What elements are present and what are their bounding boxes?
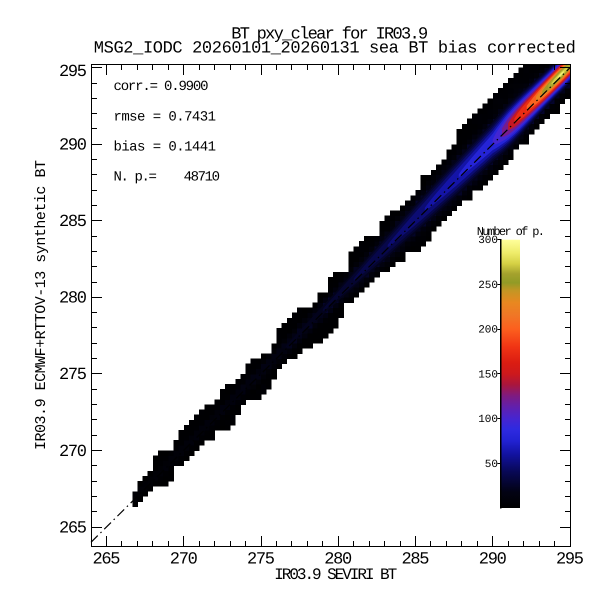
- svg-text:280: 280: [59, 290, 87, 309]
- svg-text:280: 280: [324, 551, 352, 570]
- svg-text:285: 285: [402, 551, 430, 570]
- svg-text:250: 250: [478, 280, 498, 292]
- svg-text:100: 100: [478, 414, 498, 426]
- svg-text:MSG2_IODC 20260101_20260131 se: MSG2_IODC 20260101_20260131 sea BT bias …: [94, 40, 576, 59]
- svg-text:BT pxy_clear for IR03.9: BT pxy_clear for IR03.9: [231, 26, 428, 45]
- svg-text:Number of p.: Number of p.: [477, 225, 545, 239]
- svg-text:150: 150: [478, 369, 498, 381]
- svg-text:IR03.9 ECMWF+RTTOV-13 syntheti: IR03.9 ECMWF+RTTOV-13 synthetic BT: [33, 160, 50, 450]
- svg-text:200: 200: [478, 325, 498, 337]
- svg-text:270: 270: [170, 551, 198, 570]
- svg-text:corr.= 0.9900: corr.= 0.9900: [114, 79, 209, 95]
- svg-text:290: 290: [479, 551, 507, 570]
- svg-text:N. p.= 48710: N. p.= 48710: [114, 170, 221, 186]
- svg-text:265: 265: [59, 519, 87, 538]
- svg-text:275: 275: [59, 366, 87, 385]
- svg-text:50: 50: [485, 459, 498, 471]
- svg-text:270: 270: [59, 443, 87, 462]
- svg-text:275: 275: [247, 551, 275, 570]
- svg-text:bias = 0.1441: bias = 0.1441: [114, 140, 217, 156]
- svg-text:295: 295: [556, 551, 584, 570]
- svg-text:265: 265: [93, 551, 121, 570]
- svg-text:295: 295: [59, 63, 87, 82]
- svg-text:285: 285: [59, 213, 87, 232]
- svg-text:rmse = 0.7431: rmse = 0.7431: [114, 110, 217, 126]
- svg-text:290: 290: [59, 137, 87, 156]
- svg-text:IR03.9 SEVIRI BT: IR03.9 SEVIRI BT: [274, 566, 397, 584]
- svg-text:300: 300: [478, 235, 498, 247]
